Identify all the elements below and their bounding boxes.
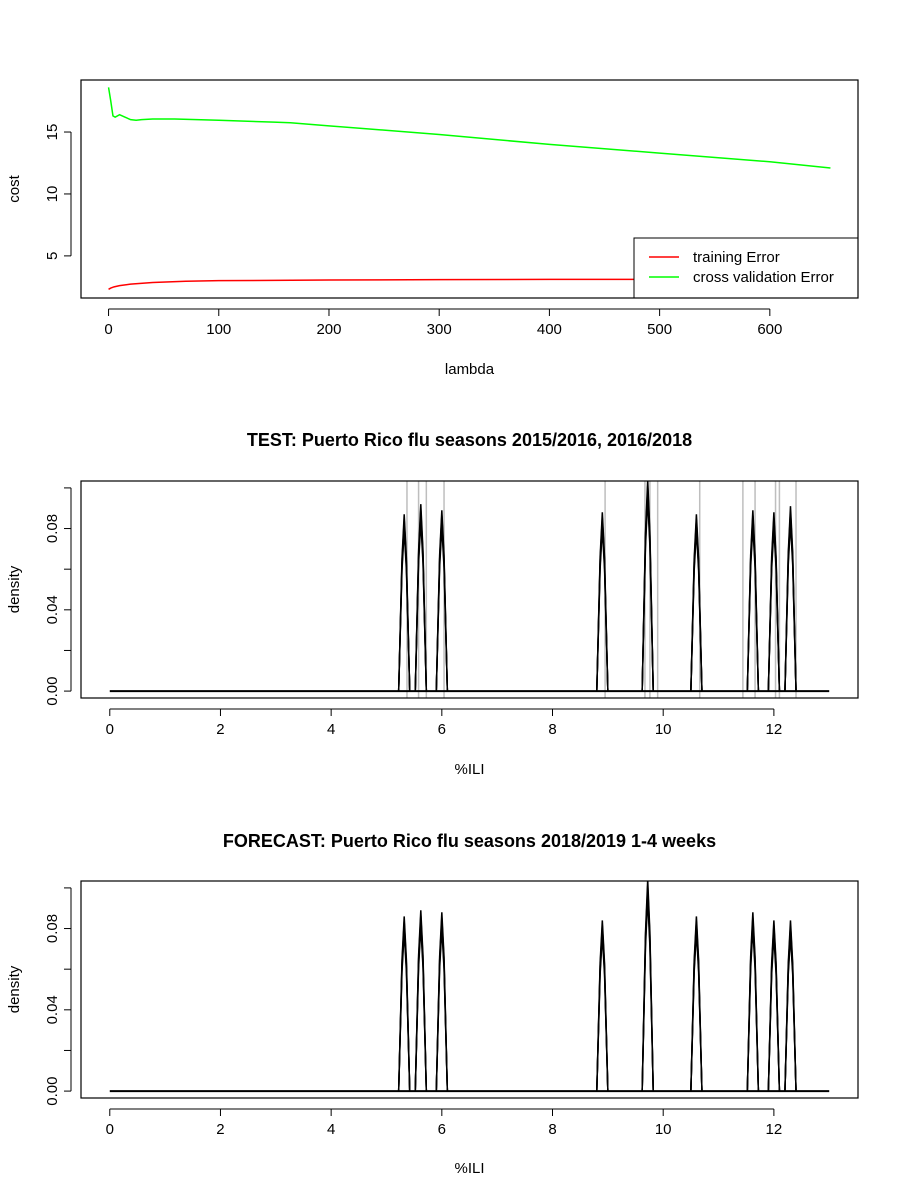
density-curve bbox=[746, 526, 760, 692]
density-peak bbox=[641, 881, 654, 1092]
y-tick-label: 0.00 bbox=[44, 1076, 61, 1105]
y-axis-label: density bbox=[6, 965, 23, 1013]
x-tick-label: 0 bbox=[106, 721, 114, 738]
y-axis-label: density bbox=[6, 565, 23, 613]
y-tick-label: 0.04 bbox=[44, 995, 61, 1024]
x-tick-label: 6 bbox=[438, 721, 446, 738]
density-curve bbox=[641, 898, 654, 1092]
plot-area bbox=[109, 881, 830, 1093]
y-tick-label: 15 bbox=[44, 124, 61, 141]
density-peak bbox=[435, 912, 449, 1092]
chart-2: TEST: Puerto Rico flu seasons 2015/2016,… bbox=[6, 430, 859, 778]
x-axis-label: %ILI bbox=[454, 761, 484, 778]
density-peak bbox=[414, 910, 428, 1092]
density-peak bbox=[435, 510, 449, 692]
density-peak bbox=[784, 920, 797, 1092]
x-axis: 0 2 4 6 8 10 12 bbox=[106, 708, 783, 738]
x-tick-label: 200 bbox=[316, 321, 341, 338]
series-line-1 bbox=[108, 278, 831, 290]
density-curve bbox=[690, 530, 703, 692]
y-axis: 0.00 0.04 0.08 bbox=[44, 887, 72, 1106]
x-tick-label: 0 bbox=[104, 321, 112, 338]
y-tick-label: 0.04 bbox=[44, 595, 61, 624]
x-axis-label: lambda bbox=[445, 361, 495, 378]
x-tick-label: 400 bbox=[537, 321, 562, 338]
y-axis-label: cost bbox=[6, 174, 23, 202]
x-tick-label: 10 bbox=[655, 1121, 672, 1138]
x-axis: 0 100 200 300 400 500 600 bbox=[104, 308, 782, 338]
x-axis-label: %ILI bbox=[454, 1160, 484, 1177]
density-curve bbox=[414, 926, 428, 1092]
density-peak bbox=[397, 514, 411, 692]
density-curve bbox=[784, 522, 797, 692]
density-curve bbox=[397, 932, 411, 1092]
chart-title: FORECAST: Puerto Rico flu seasons 2018/2… bbox=[223, 831, 716, 851]
density-peak bbox=[784, 506, 797, 692]
density-curve bbox=[641, 498, 654, 692]
density-peak bbox=[397, 916, 411, 1092]
x-tick-label: 10 bbox=[655, 721, 672, 738]
legend-box bbox=[633, 237, 859, 299]
plot-area bbox=[107, 87, 831, 290]
y-axis: 0.00 0.04 0.08 bbox=[44, 487, 72, 706]
density-curve bbox=[596, 528, 609, 692]
x-tick-label: 8 bbox=[548, 1121, 556, 1138]
y-tick-label: 0.08 bbox=[44, 514, 61, 543]
x-tick-label: 500 bbox=[647, 321, 672, 338]
x-tick-label: 12 bbox=[766, 1121, 783, 1138]
density-peak bbox=[767, 920, 781, 1092]
density-curve bbox=[767, 528, 781, 692]
density-curve bbox=[596, 935, 609, 1092]
x-tick-label: 2 bbox=[216, 721, 224, 738]
legend-label: cross validation Error bbox=[693, 269, 834, 286]
density-peak bbox=[596, 512, 609, 692]
x-tick-label: 4 bbox=[327, 721, 335, 738]
x-axis: 0 2 4 6 8 10 12 bbox=[106, 1108, 783, 1138]
x-tick-label: 6 bbox=[438, 1121, 446, 1138]
y-tick-label: 0.08 bbox=[44, 914, 61, 943]
density-curve bbox=[784, 935, 797, 1092]
density-peak bbox=[746, 912, 760, 1092]
density-curve bbox=[435, 526, 449, 692]
density-curve bbox=[690, 932, 703, 1092]
legend-label: training Error bbox=[693, 249, 780, 266]
density-peak bbox=[641, 481, 654, 692]
legend: training Error cross validation Error bbox=[633, 237, 859, 299]
x-tick-label: 8 bbox=[548, 721, 556, 738]
plot-frame bbox=[80, 880, 859, 1099]
density-curve bbox=[767, 935, 781, 1092]
chart-3: FORECAST: Puerto Rico flu seasons 2018/2… bbox=[6, 831, 859, 1177]
density-curve bbox=[397, 530, 411, 692]
density-peak bbox=[596, 920, 609, 1092]
x-tick-label: 300 bbox=[427, 321, 452, 338]
y-tick-label: 5 bbox=[44, 252, 61, 260]
x-tick-label: 100 bbox=[206, 321, 231, 338]
density-peak bbox=[746, 510, 760, 692]
density-peak bbox=[414, 504, 428, 692]
x-tick-label: 12 bbox=[766, 721, 783, 738]
y-tick-label: 10 bbox=[44, 186, 61, 203]
x-tick-label: 4 bbox=[327, 1121, 335, 1138]
chart-title: TEST: Puerto Rico flu seasons 2015/2016,… bbox=[247, 430, 692, 450]
plot-frame bbox=[80, 79, 859, 299]
x-tick-label: 2 bbox=[216, 1121, 224, 1138]
plot-frame bbox=[80, 480, 859, 699]
density-peak bbox=[690, 514, 703, 692]
series-line-2 bbox=[107, 87, 831, 169]
plot-area bbox=[109, 481, 830, 698]
x-tick-label: 0 bbox=[106, 1121, 114, 1138]
y-tick-label: 0.00 bbox=[44, 676, 61, 705]
y-axis: 5 10 15 bbox=[44, 124, 72, 260]
density-curve bbox=[435, 928, 449, 1092]
density-curve bbox=[414, 520, 428, 692]
x-tick-label: 600 bbox=[757, 321, 782, 338]
density-curve bbox=[746, 928, 760, 1092]
chart-1: 0 100 200 300 400 500 600 lambda 5 10 15 cost traini… bbox=[6, 79, 859, 378]
density-peak bbox=[767, 512, 781, 692]
density-peak bbox=[690, 916, 703, 1092]
